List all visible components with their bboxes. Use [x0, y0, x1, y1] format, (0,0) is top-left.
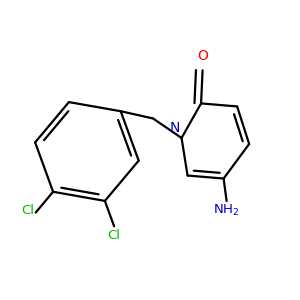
Text: O: O: [197, 49, 208, 63]
Text: N: N: [170, 121, 180, 135]
Text: Cl: Cl: [21, 205, 34, 218]
Text: Cl: Cl: [108, 229, 121, 242]
Text: NH$_2$: NH$_2$: [213, 202, 240, 218]
